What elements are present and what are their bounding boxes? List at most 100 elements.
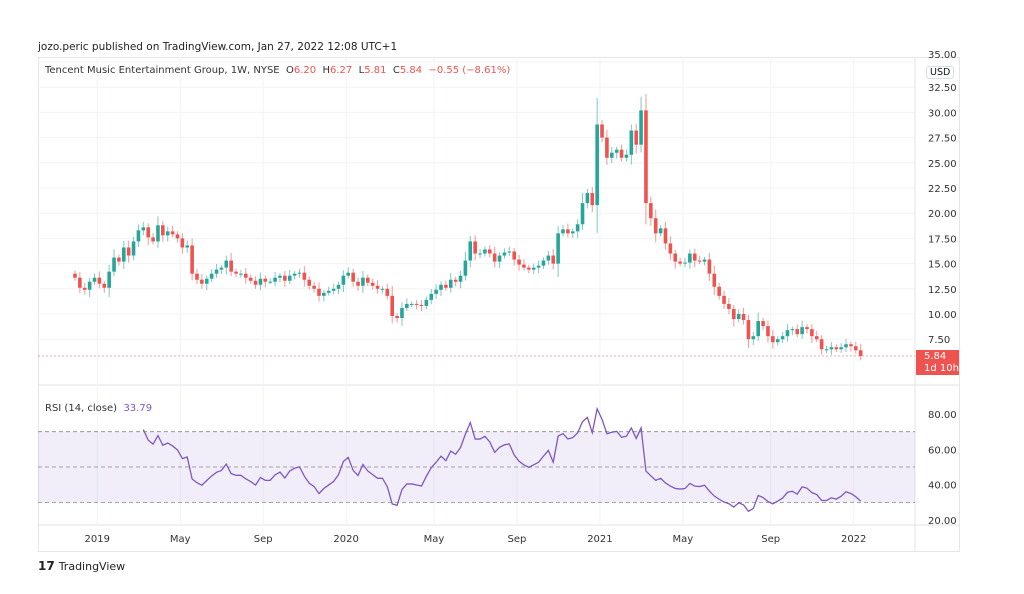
candle-body [165,231,170,236]
candle-body [771,336,775,343]
open-label: O [285,65,294,76]
candle-body [478,253,482,255]
candle-body [800,327,804,335]
candle-body [273,277,277,282]
candle-body [375,285,380,289]
rsi-tick-label: 40.00 [928,481,957,492]
candle-body [126,247,131,256]
candle-body [366,277,370,283]
candle-body [663,228,668,244]
candle-body [248,277,253,281]
tv-logo-icon: 17 [38,559,55,573]
publisher-line: jozo.peric published on TradingView.com,… [38,41,398,53]
candle-body [239,273,243,275]
bar-countdown: 1d 10h [924,363,959,374]
candle-body [527,267,531,270]
candle-body [492,253,497,262]
candle-body [795,329,800,335]
rsi-tick-label: 20.00 [928,516,957,527]
candle-body [73,273,77,278]
candle-body [326,290,331,293]
candle-body [409,303,414,305]
candle-body [551,255,556,264]
candle-body [727,303,731,309]
candle-body [131,241,136,256]
candle-body [722,295,726,304]
candle-body [629,130,634,155]
tradingview-logo[interactable]: 17 TradingView [38,559,125,573]
candle-body [814,336,819,340]
candle-body [746,320,751,340]
candle-body [473,241,477,254]
candle-body [761,321,765,327]
candle-body [180,238,185,248]
candle-body [361,277,365,286]
rsi-tick-label: 80.00 [928,410,957,421]
candle-body [785,330,790,337]
candle-body [570,231,575,234]
time-tick-label: Sep [761,534,780,545]
candle-body [483,249,487,254]
candle-body [522,264,526,268]
candle-body [453,279,458,282]
candle-body [97,277,102,284]
candle-body [517,259,521,265]
currency-badge[interactable]: USD [926,66,955,79]
high-value: 6.27 [330,65,353,76]
candle-body [370,282,375,286]
candle-body [161,225,165,236]
candle-body [156,225,160,242]
price-tick-label: 12.50 [928,285,957,296]
last-price: 5.84 [924,351,947,362]
price-tick-label: 17.50 [928,234,957,245]
candle-body [102,283,107,288]
candle-body [575,224,580,232]
candle-body [209,273,214,279]
candle-body [854,346,858,351]
time-tick-label: May [170,534,191,545]
candle-body [224,260,229,268]
candle-body [736,314,741,320]
time-tick-label: 2019 [85,534,110,545]
candle-body [766,326,770,337]
candle-body [82,287,87,290]
rsi-label[interactable]: RSI (14, close) [45,403,118,414]
candle-body [287,275,292,281]
candle-body [790,329,795,331]
candle-body [346,272,351,276]
candle-body [546,255,551,261]
candle-body [653,218,658,234]
candle-body [395,316,399,319]
candle-body [117,257,121,262]
candle-body [253,280,258,285]
high-label: H [322,65,331,76]
candle-body [585,193,590,204]
candle-body [170,231,175,235]
candle-body [92,277,97,282]
candle-body [849,344,853,347]
candle-body [136,230,141,242]
time-tick-label: Sep [254,534,273,545]
candle-body [712,273,717,287]
candle-body [419,304,424,306]
candle-body [444,284,448,288]
candle-body [263,278,268,282]
candle-body [707,259,712,274]
candle-body [683,262,687,264]
candle-body [385,288,390,296]
candle-body [600,124,604,138]
close-value: 5.84 [399,65,423,76]
candle-body [824,349,829,351]
price-tick-label: 35.00 [928,50,957,61]
candle-body [312,285,316,289]
candle-body [429,293,434,300]
candle-body [258,278,263,285]
symbol-title[interactable]: Tencent Music Entertainment Group, 1W, N… [45,65,280,76]
candle-body [541,260,546,266]
candle-body [380,288,385,290]
candle-body [531,267,536,270]
candle-body [122,247,126,262]
time-tick-label: 2020 [333,534,358,545]
time-tick-label: May [424,534,445,545]
